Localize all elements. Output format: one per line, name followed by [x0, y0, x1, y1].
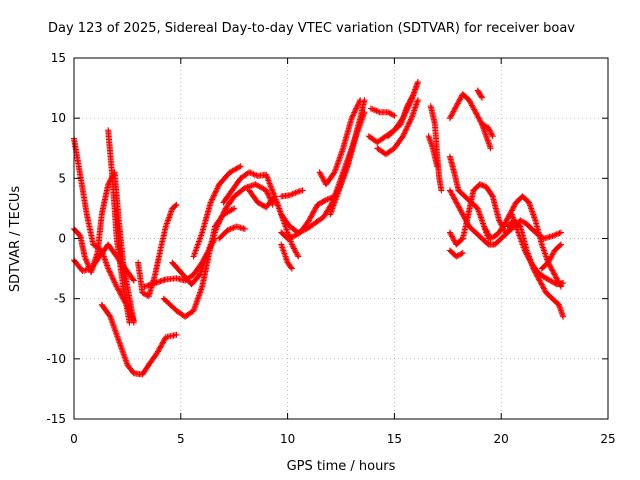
- series-sat-ae: [446, 181, 509, 248]
- x-tick-label: 25: [600, 432, 615, 446]
- y-axis-label: SDTVAR / TECUs: [8, 186, 23, 293]
- plus-markers: [169, 181, 276, 288]
- plus-markers: [278, 187, 306, 200]
- series-sat-l: [216, 223, 248, 242]
- plus-markers: [446, 91, 496, 140]
- y-tick-label: 5: [58, 171, 66, 185]
- plus-markers: [367, 105, 398, 119]
- plus-markers: [190, 163, 244, 260]
- series-sat-aa: [474, 87, 485, 101]
- series-sat-f: [135, 201, 180, 300]
- series-sat-n: [278, 187, 306, 200]
- x-axis-label: GPS time / hours: [287, 459, 396, 474]
- plus-markers: [216, 223, 248, 242]
- series-sat-af: [446, 247, 466, 260]
- plus-markers: [220, 169, 302, 260]
- y-tick-label: -5: [54, 292, 66, 306]
- series-sat-aj: [538, 241, 564, 272]
- series-sat-j: [190, 163, 244, 260]
- series-sat-z: [446, 91, 496, 140]
- series-sat-ag: [481, 193, 564, 290]
- y-tick-label: 0: [58, 232, 66, 246]
- series-sat-ab: [479, 121, 494, 152]
- plus-markers: [135, 201, 180, 300]
- x-tick-label: 20: [494, 432, 509, 446]
- plus-markers: [446, 181, 509, 248]
- grid-layer: [74, 58, 608, 419]
- y-tick-label: -15: [46, 412, 66, 426]
- series-sat-w: [385, 79, 421, 140]
- x-tick-label: 10: [280, 432, 295, 446]
- x-tick-label: 15: [387, 432, 402, 446]
- plus-markers: [538, 241, 564, 272]
- series-layer: [71, 79, 567, 378]
- series-sat-y: [425, 133, 441, 170]
- y-tick-label: -10: [46, 352, 66, 366]
- series-sat-e: [98, 301, 180, 378]
- y-tick-label: 15: [51, 51, 66, 65]
- chart-title: Day 123 of 2025, Sidereal Day-to-day VTE…: [48, 21, 575, 36]
- series-sat-r: [316, 97, 364, 188]
- series-sat-o: [278, 241, 295, 272]
- y-tick-label: 10: [51, 111, 66, 125]
- plus-markers: [246, 187, 278, 211]
- plus-markers: [278, 241, 295, 272]
- tick-layer: 0 5 10 15 20 25 -15 -10 -5 0 5 10 15: [46, 51, 615, 446]
- series-sat-q: [278, 109, 368, 236]
- series-sat-k: [220, 169, 302, 260]
- plus-markers: [374, 97, 421, 158]
- series-sat-v: [374, 97, 421, 158]
- series-sat-i: [169, 181, 276, 288]
- plus-markers: [508, 211, 567, 288]
- plus-markers: [446, 247, 466, 260]
- plus-markers: [481, 193, 564, 290]
- plus-markers: [385, 79, 421, 140]
- series-sat-m: [246, 187, 278, 211]
- series-sat-s: [327, 133, 359, 218]
- plus-markers: [278, 109, 368, 236]
- plus-markers: [474, 87, 485, 101]
- plus-markers: [98, 301, 180, 378]
- series-sat-ai: [508, 211, 567, 288]
- series-sat-t: [367, 105, 398, 119]
- plus-markers: [327, 133, 359, 218]
- plus-markers: [425, 133, 441, 170]
- plus-markers: [316, 97, 364, 188]
- x-tick-label: 5: [177, 432, 185, 446]
- plus-markers: [479, 121, 494, 152]
- x-tick-label: 0: [70, 432, 78, 446]
